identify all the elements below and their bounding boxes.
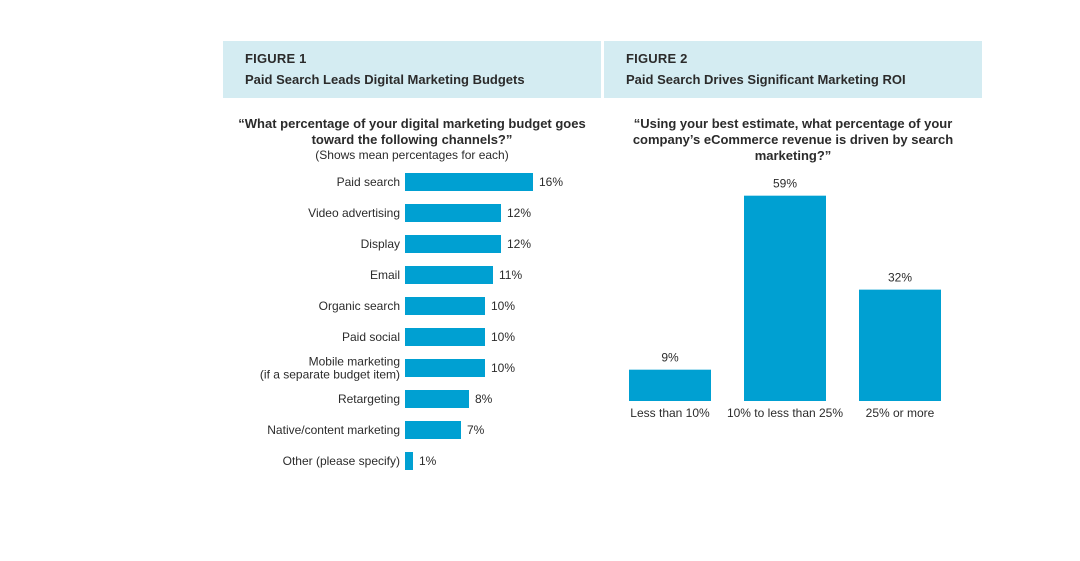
figure1-subtitle: (Shows mean percentages for each): [315, 148, 509, 162]
figure1-category-label: Other (please specify): [283, 454, 400, 468]
figure1-category-label: Display: [361, 237, 400, 251]
figure1-category-label: Email: [370, 268, 400, 282]
figure1-category-label: Paid search: [337, 175, 400, 189]
figure1-category-label: Mobile marketing: [309, 355, 400, 369]
figure2-value-label: 9%: [661, 351, 679, 365]
figure2-title: Paid Search Drives Significant Marketing…: [626, 72, 906, 87]
figure1-value-label: 10%: [491, 299, 515, 313]
figure1-value-label: 11%: [499, 268, 522, 282]
figure1-category-label: Retargeting: [338, 392, 400, 406]
figure1-bar: [405, 390, 469, 408]
figure1-category-label: Paid social: [342, 330, 400, 344]
figure1-title: Paid Search Leads Digital Marketing Budg…: [245, 72, 525, 87]
figure1-bar: [405, 421, 461, 439]
figure2-bar: [744, 195, 826, 401]
figure2-category-label: Less than 10%: [630, 406, 710, 420]
figure1-category-label: Native/content marketing: [267, 423, 400, 437]
figure2-question: “Using your best estimate, what percenta…: [632, 116, 954, 163]
figure2-label: FIGURE 2: [626, 51, 688, 66]
figure2-bar: [629, 369, 711, 401]
figure2-category-label: 10% to less than 25%: [727, 406, 843, 420]
figure1-category-label: Organic search: [319, 299, 400, 313]
figure2-header: FIGURE 2 Paid Search Drives Significant …: [604, 41, 982, 98]
figure1-bar: [405, 328, 485, 346]
figure1-bar: [405, 173, 533, 191]
figure2-category-label: 25% or more: [866, 406, 935, 420]
figure1-value-label: 10%: [491, 361, 515, 375]
figure1-label: FIGURE 1: [245, 51, 307, 66]
figure2-value-label: 59%: [773, 177, 797, 191]
figure1-value-label: 16%: [539, 175, 563, 189]
figure1-value-label: 12%: [507, 206, 531, 220]
figure1-value-label: 12%: [507, 237, 531, 251]
figure1-bar: [405, 266, 493, 284]
figure1-category-label: (if a separate budget item): [260, 368, 400, 382]
figure1-header: FIGURE 1 Paid Search Leads Digital Marke…: [223, 41, 601, 98]
figure1-bar: [405, 235, 501, 253]
figure1-value-label: 8%: [475, 392, 493, 406]
figure2-value-label: 32%: [888, 271, 912, 285]
figure1-question: “What percentage of your digital marketi…: [238, 116, 586, 147]
figure1-bar: [405, 359, 485, 377]
figure1-category-label: Video advertising: [308, 206, 400, 220]
figure1-value-label: 10%: [491, 330, 515, 344]
figure1-bar: [405, 297, 485, 315]
figure1-value-label: 7%: [467, 423, 485, 437]
figure1-value-label: 1%: [419, 454, 437, 468]
figure1-bar: [405, 452, 413, 470]
figure1-bar: [405, 204, 501, 222]
figure2-bar: [859, 289, 941, 401]
